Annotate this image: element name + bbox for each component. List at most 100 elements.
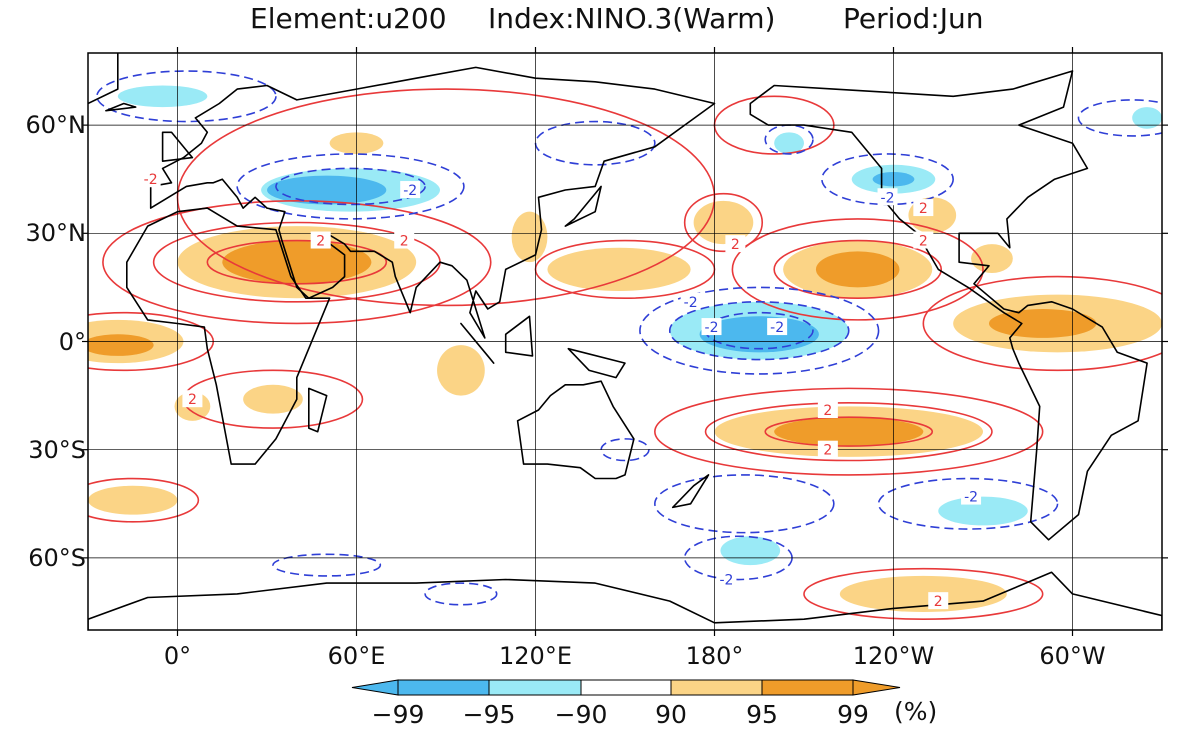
colorbar-label: 95 bbox=[746, 700, 778, 729]
lat-tick-label: 60°N bbox=[25, 111, 87, 140]
colorbar-label: 90 bbox=[655, 700, 687, 729]
positive-contour bbox=[88, 477, 200, 523]
chart-title: Element:u200 Index:NINO.3(Warm) Period:J… bbox=[0, 2, 1200, 42]
positive-contour bbox=[731, 218, 984, 321]
lon-tick-label: 120°W bbox=[852, 642, 935, 670]
contour-label: 2 bbox=[919, 201, 928, 217]
coastline bbox=[88, 53, 119, 105]
coastline bbox=[564, 185, 602, 227]
contour-label: -2 bbox=[881, 190, 895, 206]
contour-label-bg bbox=[928, 592, 949, 610]
negative-contour bbox=[1077, 99, 1162, 137]
negative-contour bbox=[96, 70, 277, 123]
positive-contour bbox=[102, 200, 492, 325]
negative-contour bbox=[424, 582, 498, 606]
positive-contour bbox=[683, 192, 764, 253]
colorbar-arrow-left bbox=[351, 679, 399, 696]
significance-95-negative bbox=[938, 496, 1028, 526]
contour-label: -2 bbox=[403, 183, 417, 199]
contour-label-bg bbox=[913, 231, 934, 249]
lat-tick-label: 60°S bbox=[28, 543, 86, 572]
colorbar-segment bbox=[761, 679, 854, 696]
contour-label-bg bbox=[817, 401, 838, 419]
coastline bbox=[88, 571, 1162, 630]
contour-label-bg bbox=[140, 170, 161, 188]
contour-label: -2 bbox=[144, 172, 158, 188]
lon-tick-label: 60°E bbox=[327, 642, 386, 670]
positive-contour bbox=[803, 567, 1044, 620]
colorbar-label: −95 bbox=[462, 700, 516, 729]
contour-label: -2 bbox=[964, 490, 978, 506]
negative-contour bbox=[654, 474, 835, 534]
significance-99-negative bbox=[699, 316, 819, 353]
coastline bbox=[671, 474, 710, 509]
contour-label: 2 bbox=[400, 234, 409, 250]
significance-95-negative bbox=[774, 132, 804, 154]
title-period: Period:Jun bbox=[843, 2, 984, 35]
lon-tick-label: 180° bbox=[685, 642, 744, 670]
map-plot-area: -2 2 2 -2 2 2 2 -2 -2 -2 -2 2 2 2 -2 -2 2 bbox=[88, 53, 1162, 630]
lat-tick-label: 30°S bbox=[28, 435, 86, 464]
contour-label: -2 bbox=[705, 320, 719, 336]
contour-label-bg bbox=[310, 231, 331, 249]
colorbar-arrow-right bbox=[852, 679, 901, 696]
contour-label-bg bbox=[913, 199, 934, 217]
significance-99-positive bbox=[88, 334, 154, 356]
lat-tick-label: 0° bbox=[58, 327, 86, 356]
coastline bbox=[149, 66, 716, 339]
title-element: Element:u200 bbox=[250, 2, 447, 35]
colorbar-label: −90 bbox=[554, 700, 608, 729]
contour-label: 2 bbox=[316, 234, 325, 250]
lon-tick-label: 60°W bbox=[1039, 642, 1106, 670]
significance-99-positive bbox=[815, 251, 900, 288]
contour-label: 2 bbox=[188, 392, 197, 408]
contour-label: 2 bbox=[823, 443, 832, 459]
colorbar-segment bbox=[580, 679, 672, 696]
significance-95-positive bbox=[88, 485, 178, 515]
significance-95-positive bbox=[243, 384, 303, 414]
contour-label: -2 bbox=[719, 573, 733, 589]
significance-95-negative bbox=[1132, 107, 1162, 129]
coastline bbox=[307, 387, 328, 433]
colorbar-label: −99 bbox=[371, 700, 425, 729]
lat-tick-label: 30°N bbox=[25, 219, 87, 248]
negative-contour bbox=[668, 301, 850, 361]
colorbar-unit: (%) bbox=[894, 697, 938, 726]
coastline bbox=[460, 322, 495, 364]
contour-label-bg bbox=[961, 487, 982, 505]
contour-label-bg bbox=[701, 318, 722, 336]
positive-contour bbox=[704, 402, 993, 462]
colorbar-segment bbox=[670, 679, 763, 696]
positive-contour bbox=[764, 416, 934, 447]
significance-95-positive bbox=[437, 345, 485, 396]
colorbar-segment bbox=[488, 679, 582, 696]
significance-99-positive bbox=[774, 417, 924, 447]
negative-contour bbox=[272, 553, 382, 577]
title-index: Index:NINO.3(Warm) bbox=[488, 2, 776, 35]
significance-95-negative bbox=[117, 85, 208, 108]
coastline bbox=[749, 70, 1148, 541]
contour-label-bg bbox=[767, 318, 788, 336]
negative-contour bbox=[639, 286, 880, 375]
positive-contour bbox=[922, 275, 1162, 372]
negative-contour bbox=[877, 477, 1059, 530]
contour-label: 2 bbox=[731, 237, 740, 253]
lon-tick-label: 120°E bbox=[499, 642, 572, 670]
contour-label-bg bbox=[680, 292, 701, 310]
positive-contour bbox=[773, 239, 943, 300]
contour-label-bg bbox=[725, 235, 746, 253]
coastline bbox=[105, 102, 137, 112]
contour-label: 2 bbox=[934, 594, 943, 610]
coastline bbox=[504, 315, 534, 357]
significance-95-positive bbox=[511, 211, 548, 263]
significance-95-positive bbox=[547, 247, 691, 292]
colorbar-segment bbox=[397, 679, 490, 696]
contour-label: 2 bbox=[919, 234, 928, 250]
contour-label: 2 bbox=[823, 403, 832, 419]
coastline bbox=[126, 207, 331, 465]
coastline bbox=[567, 347, 626, 379]
positive-contour bbox=[654, 387, 1044, 476]
significance-99-positive bbox=[222, 240, 372, 284]
contour-label-bg bbox=[182, 390, 203, 408]
